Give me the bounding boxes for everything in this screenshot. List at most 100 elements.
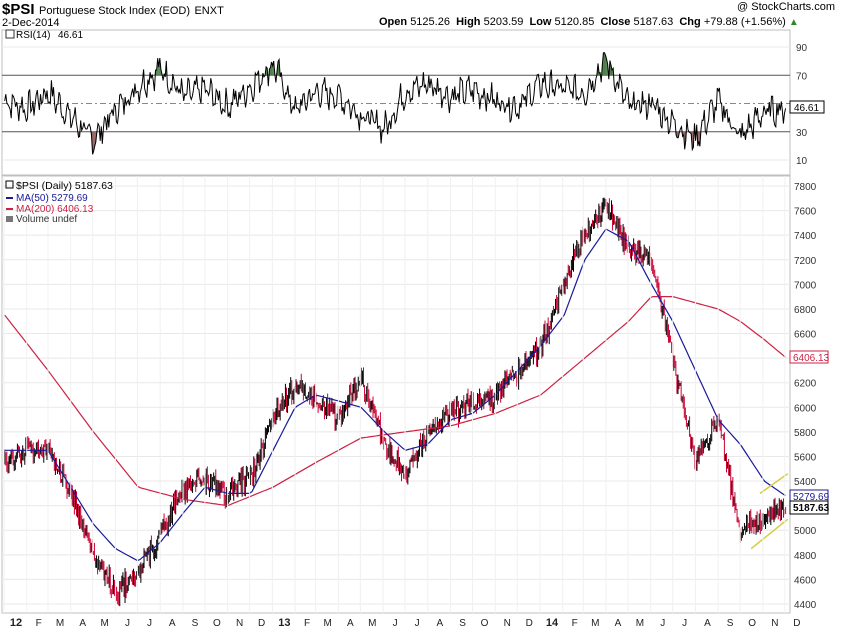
x-tick-label: A — [704, 618, 711, 629]
price-tick-label: 7600 — [794, 207, 817, 218]
rsi-panel-frame — [1, 29, 791, 176]
x-tick-label: F — [36, 618, 42, 629]
volume-legend-label: Volume undef — [16, 214, 77, 225]
ma50-line — [4, 228, 786, 562]
ma200-value-tag: 6406.13 — [789, 350, 830, 364]
trend-line — [750, 518, 789, 550]
price-tick-label: 7800 — [794, 182, 817, 193]
x-tick-label: A — [79, 618, 86, 629]
x-tick-label: O — [748, 618, 756, 629]
price-tick-label: 5800 — [794, 428, 817, 439]
x-axis: 12 F M A M J J A S O N D 13 F M A M J J A S O N D 14 F M A M J J A S O N D — [3, 176, 800, 629]
ma50-current-value: 5279.69 — [793, 492, 830, 503]
price-panel: 4400460048005000520054005600580060006200… — [1, 175, 830, 629]
x-tick-label: N — [504, 618, 511, 629]
x-tick-label: A — [169, 618, 176, 629]
rsi-legend: RSI(14) 46.61 — [5, 29, 83, 41]
rsi-tick-label: 90 — [796, 43, 808, 54]
x-tick-label: F — [304, 618, 310, 629]
rsi-tick-label: 30 — [796, 128, 808, 139]
ma200-line — [4, 296, 786, 507]
price-current-value: 5187.63 — [793, 503, 830, 514]
high-label: High — [456, 16, 481, 28]
price-legend-label: $PSI (Daily) 5187.63 — [16, 180, 113, 192]
x-tick-label: M — [591, 618, 599, 629]
exchange: ENXT — [194, 5, 224, 17]
symbol: $PSI — [2, 1, 35, 18]
x-tick-label: S — [459, 618, 466, 629]
price-tick-label: 5400 — [794, 477, 817, 488]
x-tick-label: O — [213, 618, 221, 629]
price-tick-label: 5000 — [794, 526, 817, 537]
low-value: 5120.85 — [554, 16, 595, 28]
rsi-legend-value: 46.61 — [58, 30, 83, 41]
rsi-tick-label: 70 — [796, 71, 808, 82]
x-tick-label: 12 — [10, 617, 22, 629]
index-name: Portuguese Stock Index (EOD) — [38, 5, 190, 17]
x-tick-label: 14 — [546, 617, 559, 629]
x-tick-label: N — [236, 618, 243, 629]
volume-legend-swatch — [6, 216, 13, 222]
price-legend-swatch — [5, 180, 14, 189]
x-tick-label: J — [393, 618, 398, 629]
x-tick-label: M — [101, 618, 109, 629]
x-tick-label: J — [125, 618, 130, 629]
open-value: 5125.26 — [410, 16, 450, 28]
rsi-grid — [2, 46, 790, 161]
x-tick-label: D — [526, 618, 533, 629]
change-label: Chg — [679, 16, 701, 28]
high-value: 5203.59 — [483, 16, 524, 28]
x-tick-label: M — [368, 618, 376, 629]
x-tick-label: A — [436, 618, 443, 629]
x-tick-label: D — [793, 618, 800, 629]
price-value-tag: 5187.63 — [789, 500, 830, 515]
change-value: +79.88 (+1.56%) — [703, 16, 786, 28]
price-tick-label: 7200 — [794, 256, 817, 267]
x-tick-label: O — [481, 618, 489, 629]
x-tick-label: J — [415, 618, 420, 629]
ma50-legend-label: MA(50) 5279.69 — [16, 193, 88, 204]
open-label: Open — [379, 16, 408, 28]
up-arrow-icon: ▲ — [788, 17, 799, 28]
rsi-legend-swatch — [5, 29, 15, 39]
rsi-line — [4, 52, 787, 155]
rsi-oversold-fill — [677, 131, 679, 138]
x-tick-label: F — [572, 618, 578, 629]
rsi-current-value-tag: 46.61 — [789, 100, 825, 114]
price-tick-label: 4600 — [794, 575, 817, 586]
rsi-legend-label: RSI(14) — [16, 30, 50, 41]
x-tick-label: M — [323, 618, 331, 629]
copyright[interactable]: @ StockCharts.com — [737, 1, 835, 13]
rsi-tick-label: 10 — [796, 156, 808, 167]
rsi-panel: 1030507090 RSI(14) 46.61 46.61 — [1, 29, 825, 176]
x-tick-label: N — [771, 618, 778, 629]
close-value: 5187.63 — [633, 16, 674, 28]
x-tick-label: D — [258, 618, 265, 629]
x-tick-label: M — [56, 618, 64, 629]
trend-line — [759, 473, 789, 494]
low-label: Low — [529, 16, 552, 28]
ma200-current-value: 6406.13 — [793, 353, 830, 364]
x-tick-label: J — [147, 618, 152, 629]
price-tick-label: 4400 — [794, 600, 817, 611]
price-grid — [2, 185, 790, 605]
price-tick-label: 6600 — [794, 330, 817, 341]
x-tick-label: 13 — [278, 617, 290, 629]
price-panel-frame — [1, 175, 791, 614]
x-tick-label: A — [615, 618, 622, 629]
price-y-axis: 4400460048005000520054005600580060006200… — [794, 182, 817, 611]
x-tick-label: M — [636, 618, 644, 629]
chart-title: $PSI Portuguese Stock Index (EOD) ENXT — [2, 1, 224, 19]
x-tick-label: S — [727, 618, 734, 629]
rsi-current-value: 46.61 — [794, 103, 819, 114]
x-tick-label: J — [682, 618, 687, 629]
price-tick-label: 7000 — [794, 280, 817, 291]
price-legend: $PSI (Daily) 5187.63 MA(50) 5279.69 MA(2… — [5, 180, 113, 225]
rsi-overbought-fill — [603, 52, 605, 76]
price-tick-label: 7400 — [794, 231, 817, 242]
x-tick-label: J — [660, 618, 665, 629]
x-tick-label: A — [347, 618, 354, 629]
price-tick-label: 5600 — [794, 452, 817, 463]
ma200-legend-label: MA(200) 6406.13 — [16, 204, 94, 215]
